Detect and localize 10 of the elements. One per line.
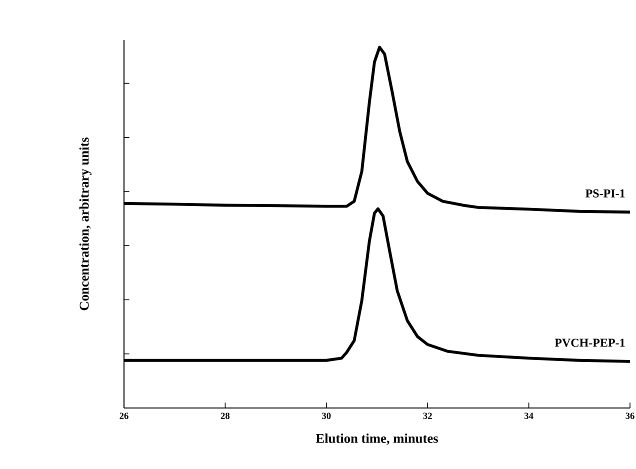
series-label: PS-PI-1 bbox=[586, 189, 625, 198]
x-axis-title: Elution time, minutes bbox=[316, 433, 438, 445]
x-tick-label: 32 bbox=[423, 412, 432, 419]
x-tick-label: 30 bbox=[322, 412, 331, 419]
y-axis-title: Concentration, arbitrary units bbox=[79, 137, 92, 310]
series-label: PVCH-PEP-1 bbox=[554, 338, 625, 347]
x-tick-label: 28 bbox=[220, 412, 230, 419]
x-tick-label: 34 bbox=[524, 412, 534, 419]
x-tick-label: 36 bbox=[626, 412, 634, 419]
x-tick-label: 26 bbox=[120, 412, 128, 419]
